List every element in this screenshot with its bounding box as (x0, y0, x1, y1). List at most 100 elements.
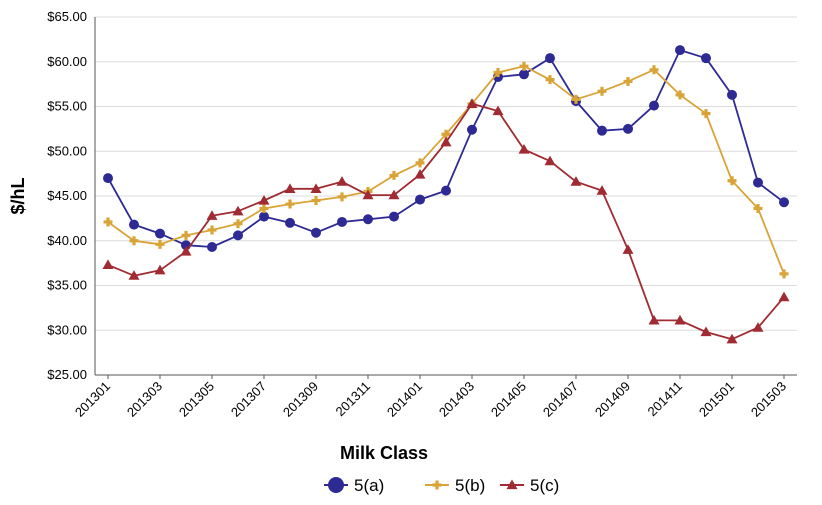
data-point (233, 230, 243, 241)
data-point (259, 211, 269, 222)
data-point (779, 269, 789, 279)
data-point (597, 125, 607, 136)
data-point (492, 105, 504, 116)
y-tick-label: $65.00 (47, 9, 87, 24)
data-point (701, 109, 711, 119)
data-point (337, 216, 347, 227)
y-tick-label: $30.00 (47, 322, 87, 337)
y-tick-label: $35.00 (47, 278, 87, 293)
data-point (103, 173, 113, 184)
y-tick-label: $55.00 (47, 99, 87, 114)
series-5(c) (102, 98, 790, 344)
x-tick-label: 201501 (696, 379, 737, 420)
x-tick-label: 201403 (436, 379, 477, 420)
data-point (778, 291, 790, 302)
data-point (753, 177, 763, 188)
data-point (103, 217, 113, 227)
series-layer (102, 45, 790, 344)
data-point (727, 89, 737, 100)
data-point (441, 129, 451, 139)
data-point (649, 100, 659, 111)
x-tick-label: 201311 (333, 379, 374, 420)
data-point (623, 123, 633, 134)
data-point (545, 75, 555, 85)
data-point (337, 192, 347, 202)
y-tick-label: $40.00 (47, 233, 87, 248)
data-point (519, 61, 529, 71)
data-point (389, 170, 399, 180)
data-point (128, 270, 140, 280)
x-tick-label: 201309 (280, 379, 321, 420)
legend-marker (432, 480, 442, 490)
data-point (415, 158, 425, 168)
grid-layer (95, 16, 797, 376)
series-5(b) (103, 61, 789, 279)
data-point (389, 211, 399, 222)
legend-label: 5(a) (354, 476, 384, 495)
data-point (206, 210, 218, 220)
y-tick-label: $60.00 (47, 54, 87, 69)
y-axis-title: $/hL (8, 177, 28, 214)
data-point (623, 76, 633, 86)
data-point (701, 53, 711, 64)
y-tick-label: $50.00 (47, 143, 87, 158)
x-axis-title: Milk Class (340, 443, 428, 463)
data-point (311, 195, 321, 205)
x-tick-label: 201405 (488, 379, 529, 420)
legend: 5(a) 5(b) 5(c) (324, 476, 559, 495)
x-tick-label: 201305 (176, 379, 217, 420)
legend-item: 5(a) (324, 476, 384, 495)
x-tick-label: 201407 (540, 379, 581, 420)
x-tick-label: 201411 (645, 379, 686, 420)
data-point (232, 205, 244, 216)
legend-label: 5(b) (455, 476, 485, 495)
data-point (727, 176, 737, 186)
data-point (675, 90, 685, 100)
data-point (311, 227, 321, 238)
data-point (518, 143, 530, 154)
data-point (129, 219, 139, 230)
data-point (675, 45, 685, 56)
data-point (622, 244, 634, 254)
data-point (233, 219, 243, 229)
x-tick-label: 201303 (124, 379, 165, 420)
data-point (466, 98, 478, 108)
data-point (753, 204, 763, 214)
data-point (285, 199, 295, 209)
data-point (596, 185, 608, 195)
data-point (674, 314, 686, 325)
data-point (440, 136, 452, 147)
x-tick-label: 201301 (72, 379, 113, 420)
data-point (545, 53, 555, 64)
data-point (129, 236, 139, 246)
data-point (648, 314, 660, 325)
data-point (363, 214, 373, 225)
data-point (571, 94, 581, 104)
data-point (284, 183, 296, 193)
legend-item: 5(c) (500, 476, 559, 495)
x-tick-label: 201401 (384, 379, 425, 420)
data-point (493, 67, 503, 77)
data-point (207, 242, 217, 253)
legend-marker (328, 477, 344, 493)
data-point (207, 225, 217, 235)
data-point (752, 322, 764, 332)
data-point (285, 217, 295, 228)
x-tick-label: 201409 (592, 379, 633, 420)
data-point (310, 183, 322, 193)
series-5(a) (103, 45, 789, 253)
data-point (259, 204, 269, 214)
data-point (180, 245, 192, 256)
data-point (155, 239, 165, 249)
legend-marker (506, 479, 518, 490)
data-point (726, 333, 738, 344)
data-point (414, 169, 426, 179)
data-point (441, 185, 451, 196)
data-point (649, 65, 659, 75)
data-point (102, 259, 114, 270)
data-point (154, 264, 166, 275)
data-point (519, 69, 529, 80)
axes-layer: $25.00 $30.00 $35.00 $40.00 $45.00 $50.00 $55.… (47, 9, 797, 420)
